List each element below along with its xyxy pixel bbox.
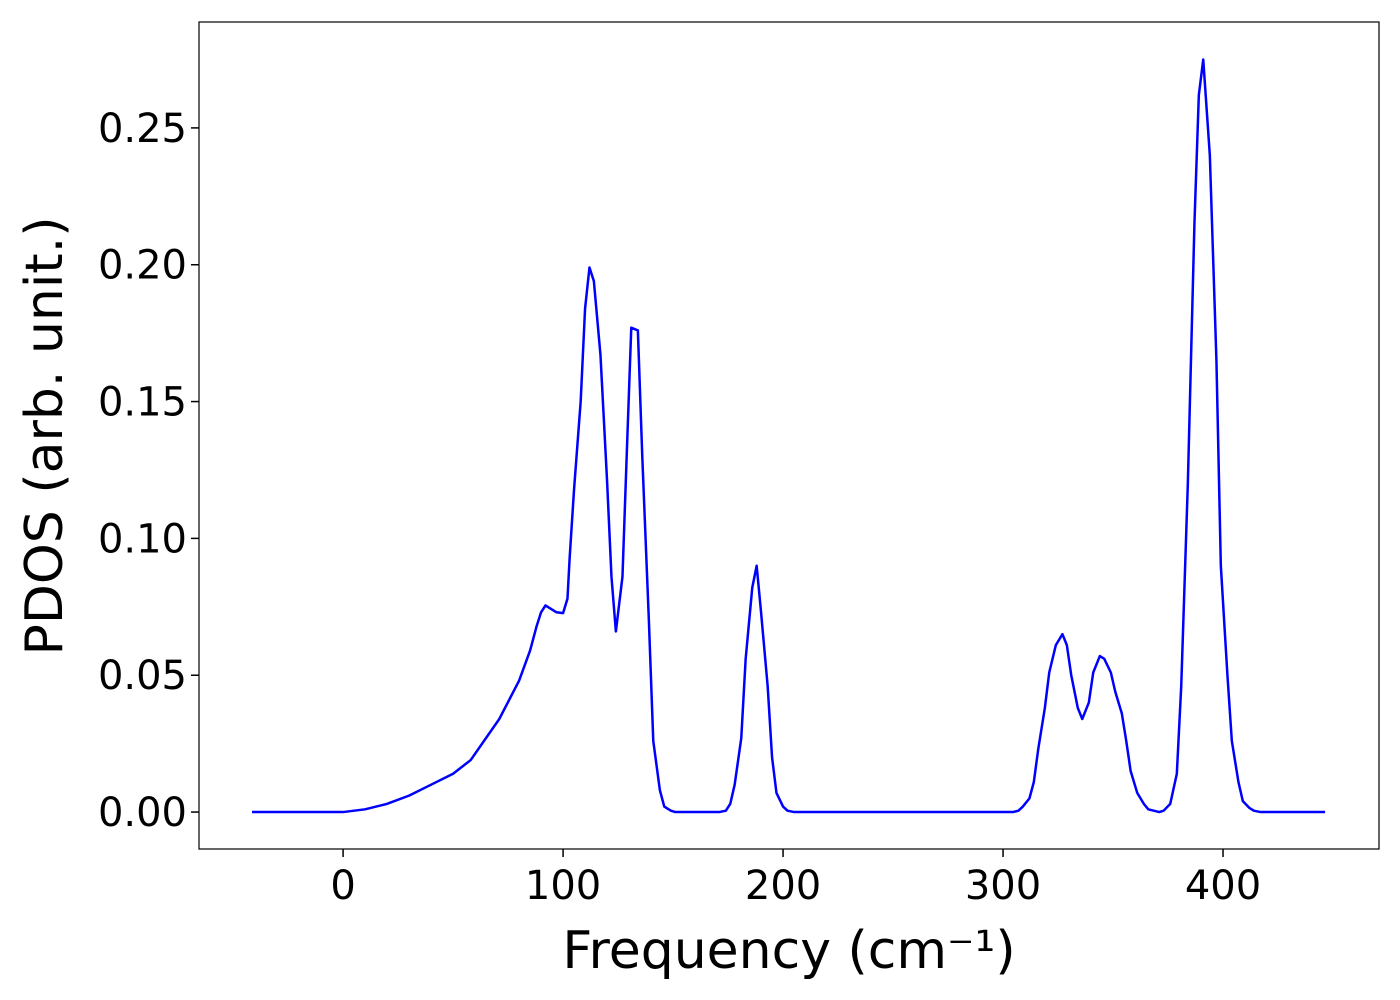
line (252, 58, 1326, 814)
y-tick-label: 0.15 (98, 380, 187, 426)
y-tick-label: 0.25 (98, 106, 187, 152)
x-tick-label: 0 (330, 863, 355, 909)
y-tick-label: 0.05 (98, 653, 187, 699)
y-tick-label: 0.10 (98, 516, 187, 562)
x-axis-label: Frequency (cm⁻¹) (562, 921, 1015, 981)
y-tick-label: 0.20 (98, 243, 187, 289)
y-axis-label: PDOS (arb. unit.) (15, 216, 75, 655)
x-tick-label: 200 (745, 863, 821, 909)
y-tick-label: 0.00 (98, 790, 187, 836)
x-tick-label: 300 (965, 863, 1041, 909)
x-tick-label: 400 (1185, 863, 1261, 909)
plot-frame (198, 21, 1380, 850)
x-tick-label: 100 (525, 863, 601, 909)
